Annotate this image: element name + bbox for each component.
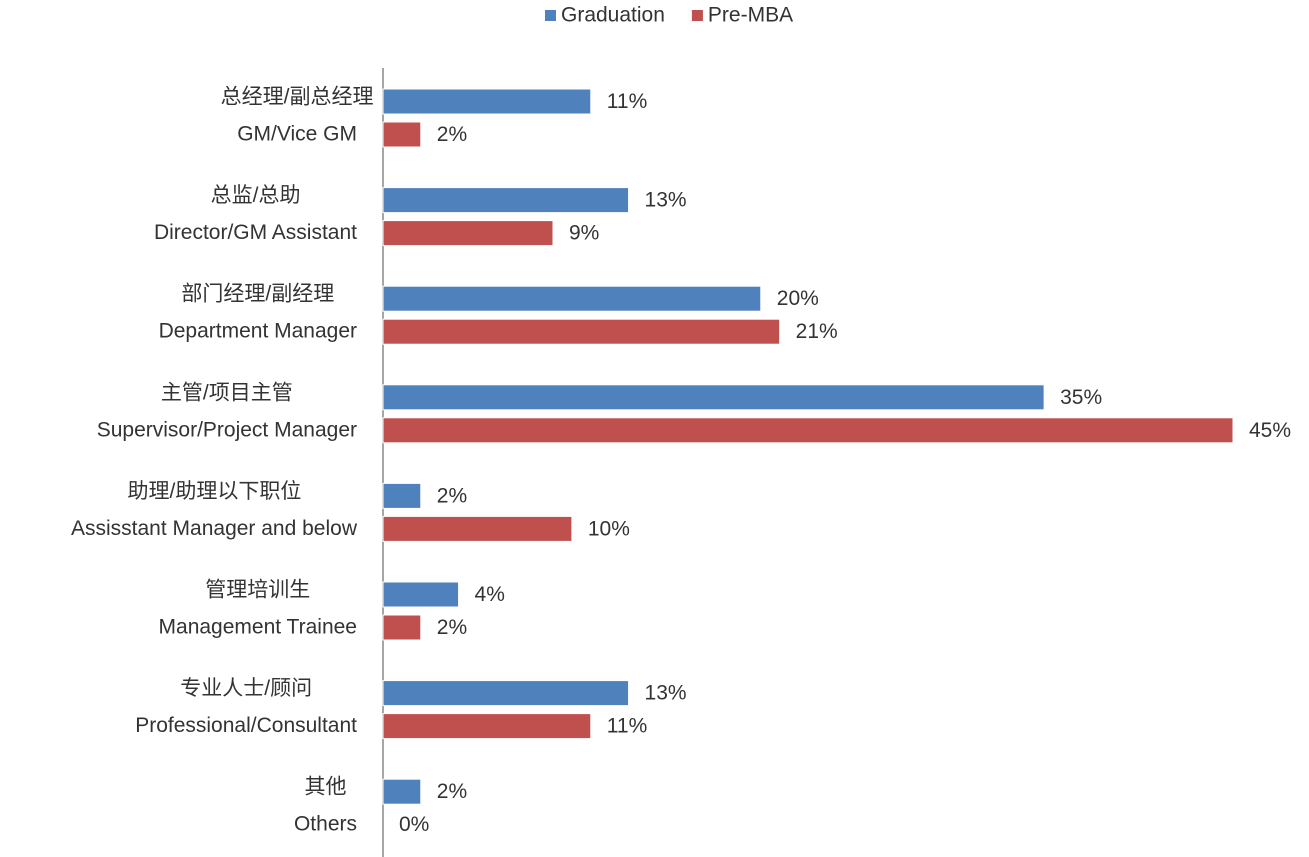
bar [382,778,422,805]
value-label: 11% [607,715,647,738]
value-label: 4% [475,583,505,606]
value-label: 2% [437,484,467,507]
value-label: 13% [645,682,687,705]
category-label: Department Manager [159,320,357,343]
value-label: 13% [645,189,687,212]
bar [382,482,422,509]
legend-label: Pre-MBA [708,4,793,27]
value-label: 45% [1249,419,1291,442]
legend-swatch [691,10,703,21]
category-label: 助理/助理以下职位 [127,480,301,503]
category-label: Supervisor/Project Manager [97,418,357,441]
category-label: 总监/总助 [211,184,301,207]
value-label: 9% [569,222,599,245]
bar [382,220,554,247]
legend-label: Graduation [561,4,665,27]
value-label: 20% [777,287,819,310]
bar [382,88,592,115]
bar [382,384,1045,411]
bar [382,285,762,312]
value-label: 35% [1060,386,1102,409]
value-label: 2% [437,616,467,639]
value-label: 2% [437,780,467,803]
bar [382,713,592,740]
bar [382,614,422,641]
legend-swatch [545,10,556,21]
category-label: Professional/Consultant [135,714,357,737]
category-label: 专业人士/顾问 [180,677,312,700]
category-label: 管理培训生 [205,579,310,602]
bar [382,680,630,707]
category-label: 部门经理/副经理 [181,283,334,306]
value-label: 11% [607,90,647,113]
value-label: 21% [796,320,838,343]
category-label: Management Trainee [159,616,357,639]
bar [382,121,422,148]
bar [382,417,1234,444]
value-label: 0% [399,813,429,836]
category-label: 其他 [304,776,346,799]
category-label: Assisstant Manager and below [71,517,358,540]
category-label: GM/Vice GM [237,123,357,146]
bar [382,187,630,214]
category-label: Others [294,813,357,836]
value-label: 2% [437,123,467,146]
category-label: 主管/项目主管 [161,381,293,404]
bar [382,515,573,542]
category-label: Director/GM Assistant [154,221,357,244]
value-label: 10% [588,517,630,540]
category-label: 总经理/副总经理 [221,86,374,109]
bar [382,318,781,345]
bar [382,581,460,608]
